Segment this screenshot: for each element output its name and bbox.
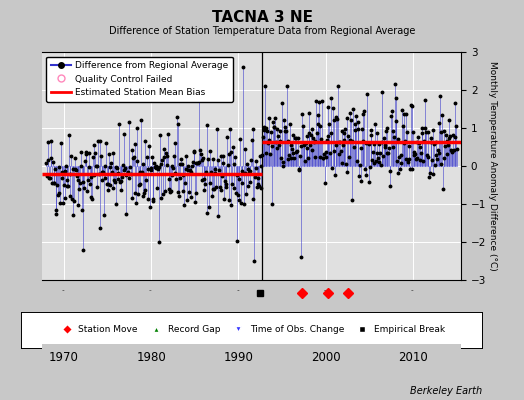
Text: Berkeley Earth: Berkeley Earth [410,386,482,396]
Legend: Station Move, Record Gap, Time of Obs. Change, Empirical Break: Station Move, Record Gap, Time of Obs. C… [55,323,448,337]
Text: 1970: 1970 [49,351,79,364]
Text: Difference of Station Temperature Data from Regional Average: Difference of Station Temperature Data f… [109,26,415,36]
Text: 2010: 2010 [398,351,428,364]
Text: 1980: 1980 [136,351,166,364]
Text: 1990: 1990 [223,351,254,364]
Y-axis label: Monthly Temperature Anomaly Difference (°C): Monthly Temperature Anomaly Difference (… [488,61,497,271]
Text: 2000: 2000 [311,351,341,364]
Legend: Difference from Regional Average, Quality Control Failed, Estimated Station Mean: Difference from Regional Average, Qualit… [47,56,233,102]
Text: TACNA 3 NE: TACNA 3 NE [212,10,312,25]
